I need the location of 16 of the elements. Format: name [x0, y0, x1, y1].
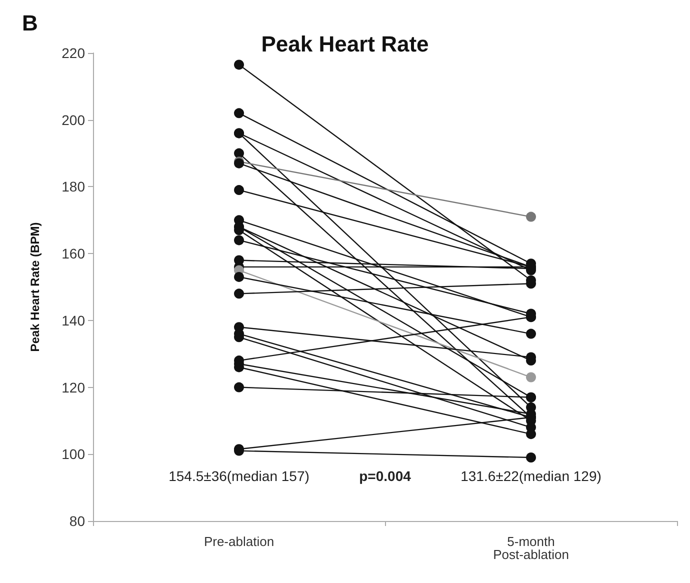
x-tick-label: Pre-ablation: [204, 534, 274, 549]
y-tick-label: 100: [62, 446, 86, 462]
y-tick-label: 80: [69, 513, 86, 529]
y-tick-label: 200: [62, 112, 86, 128]
annotation: 154.5±36(median 157): [168, 468, 310, 484]
y-tick-label: 120: [62, 379, 86, 396]
annotation: 131.6±22(median 129): [460, 468, 602, 484]
annotation: p=0.004: [359, 468, 412, 484]
y-axis-title: Peak Heart Rate (BPM): [28, 222, 42, 352]
text: B: [22, 10, 38, 36]
chart-title: Peak Heart Rate: [261, 32, 429, 56]
y-tick-label: 160: [62, 246, 86, 262]
x-tick-label: 5-month Post-ablation: [493, 534, 569, 562]
y-tick-label: 140: [62, 312, 86, 328]
y-tick-label: 220: [62, 45, 86, 61]
y-tick-label: 180: [62, 178, 86, 195]
